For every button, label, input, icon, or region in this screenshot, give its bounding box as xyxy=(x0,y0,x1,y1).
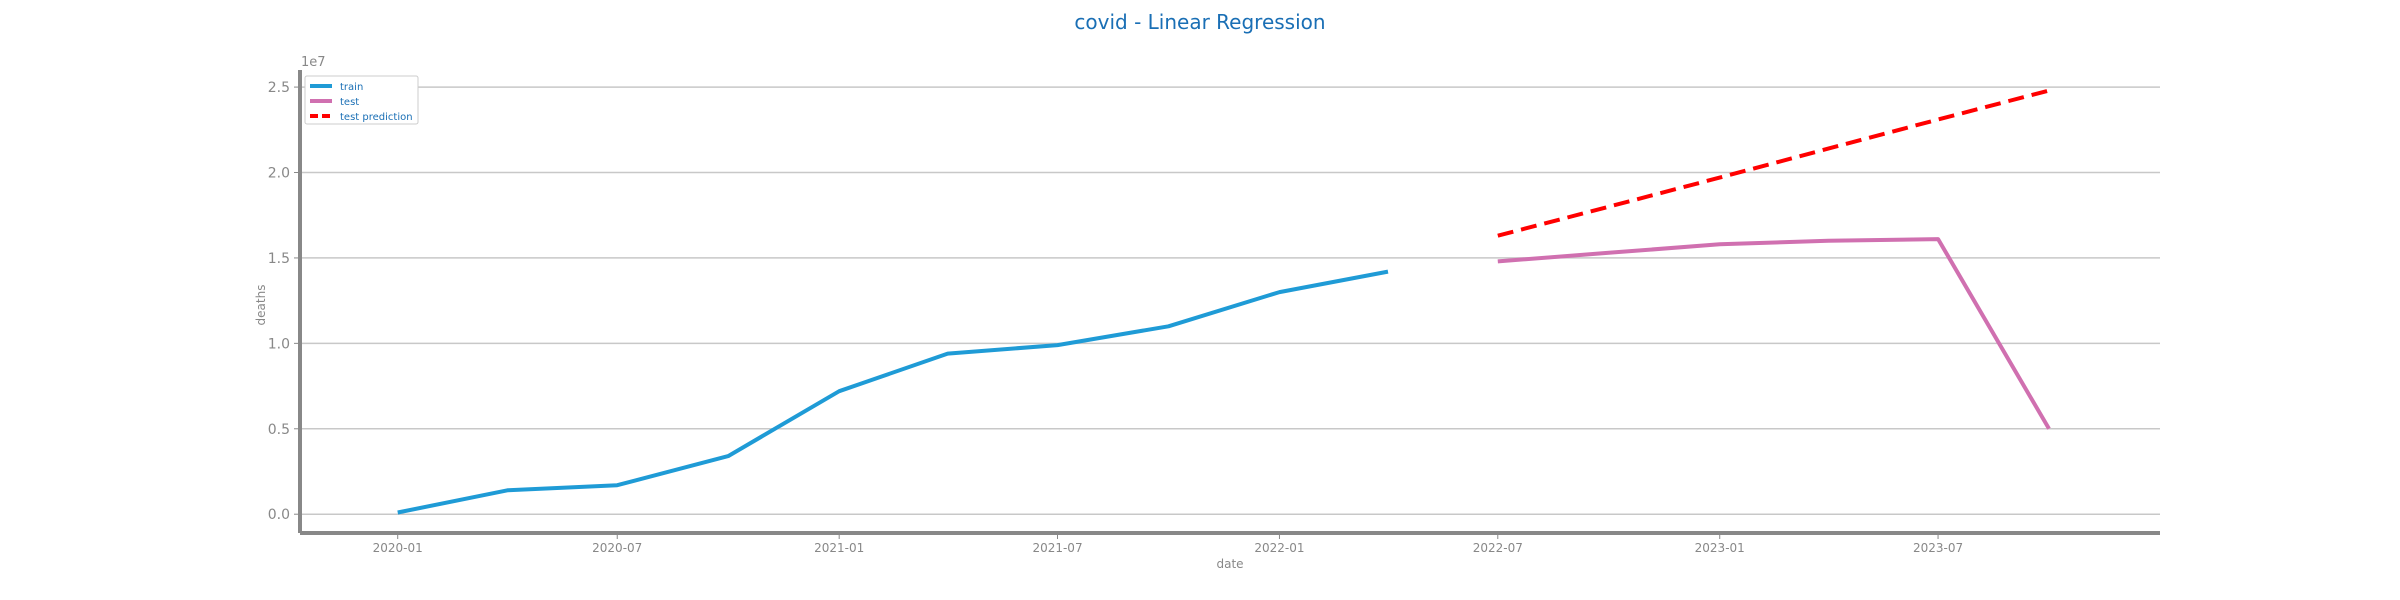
x-tick-label: 2023-07 xyxy=(1913,541,1963,555)
y-tick-label: 0.5 xyxy=(268,422,290,438)
y-axis-multiplier: 1e7 xyxy=(301,55,326,70)
series-line-train xyxy=(397,269,1389,515)
y-axis-label: deaths xyxy=(254,285,268,326)
x-tick-label: 2020-01 xyxy=(373,541,423,555)
y-tick-label: 2.5 xyxy=(268,80,290,96)
x-tick-label: 2021-07 xyxy=(1032,541,1082,555)
axes: 0.0 0.5 1.0 1.5 2.0 2.5 2020-01 2020-07 2021-01 2… xyxy=(268,70,2160,555)
x-tick-label: 2022-07 xyxy=(1473,541,1523,555)
legend-box xyxy=(304,75,419,125)
series-group xyxy=(397,88,2051,515)
legend-label: train xyxy=(340,82,363,93)
legend: train test test prediction xyxy=(304,75,419,125)
x-tick-label: 2022-01 xyxy=(1254,541,1304,555)
x-axis-label: date xyxy=(1216,557,1243,571)
legend-label: test xyxy=(340,97,359,108)
series-line-test-prediction xyxy=(1497,88,2050,238)
chart-title: covid - Linear Regression xyxy=(1074,10,1325,34)
y-tick-label: 2.0 xyxy=(268,166,290,182)
legend-label: test prediction xyxy=(340,112,413,123)
x-tick-label: 2020-07 xyxy=(592,541,642,555)
series-line-test xyxy=(1497,237,2051,430)
x-tick-label: 2021-01 xyxy=(814,541,864,555)
y-tick-label: 1.5 xyxy=(268,251,290,267)
y-tick-label: 1.0 xyxy=(268,336,290,352)
grid-lines xyxy=(300,86,2160,515)
x-tick-label: 2023-01 xyxy=(1695,541,1745,555)
y-tick-label: 0.0 xyxy=(268,507,290,523)
